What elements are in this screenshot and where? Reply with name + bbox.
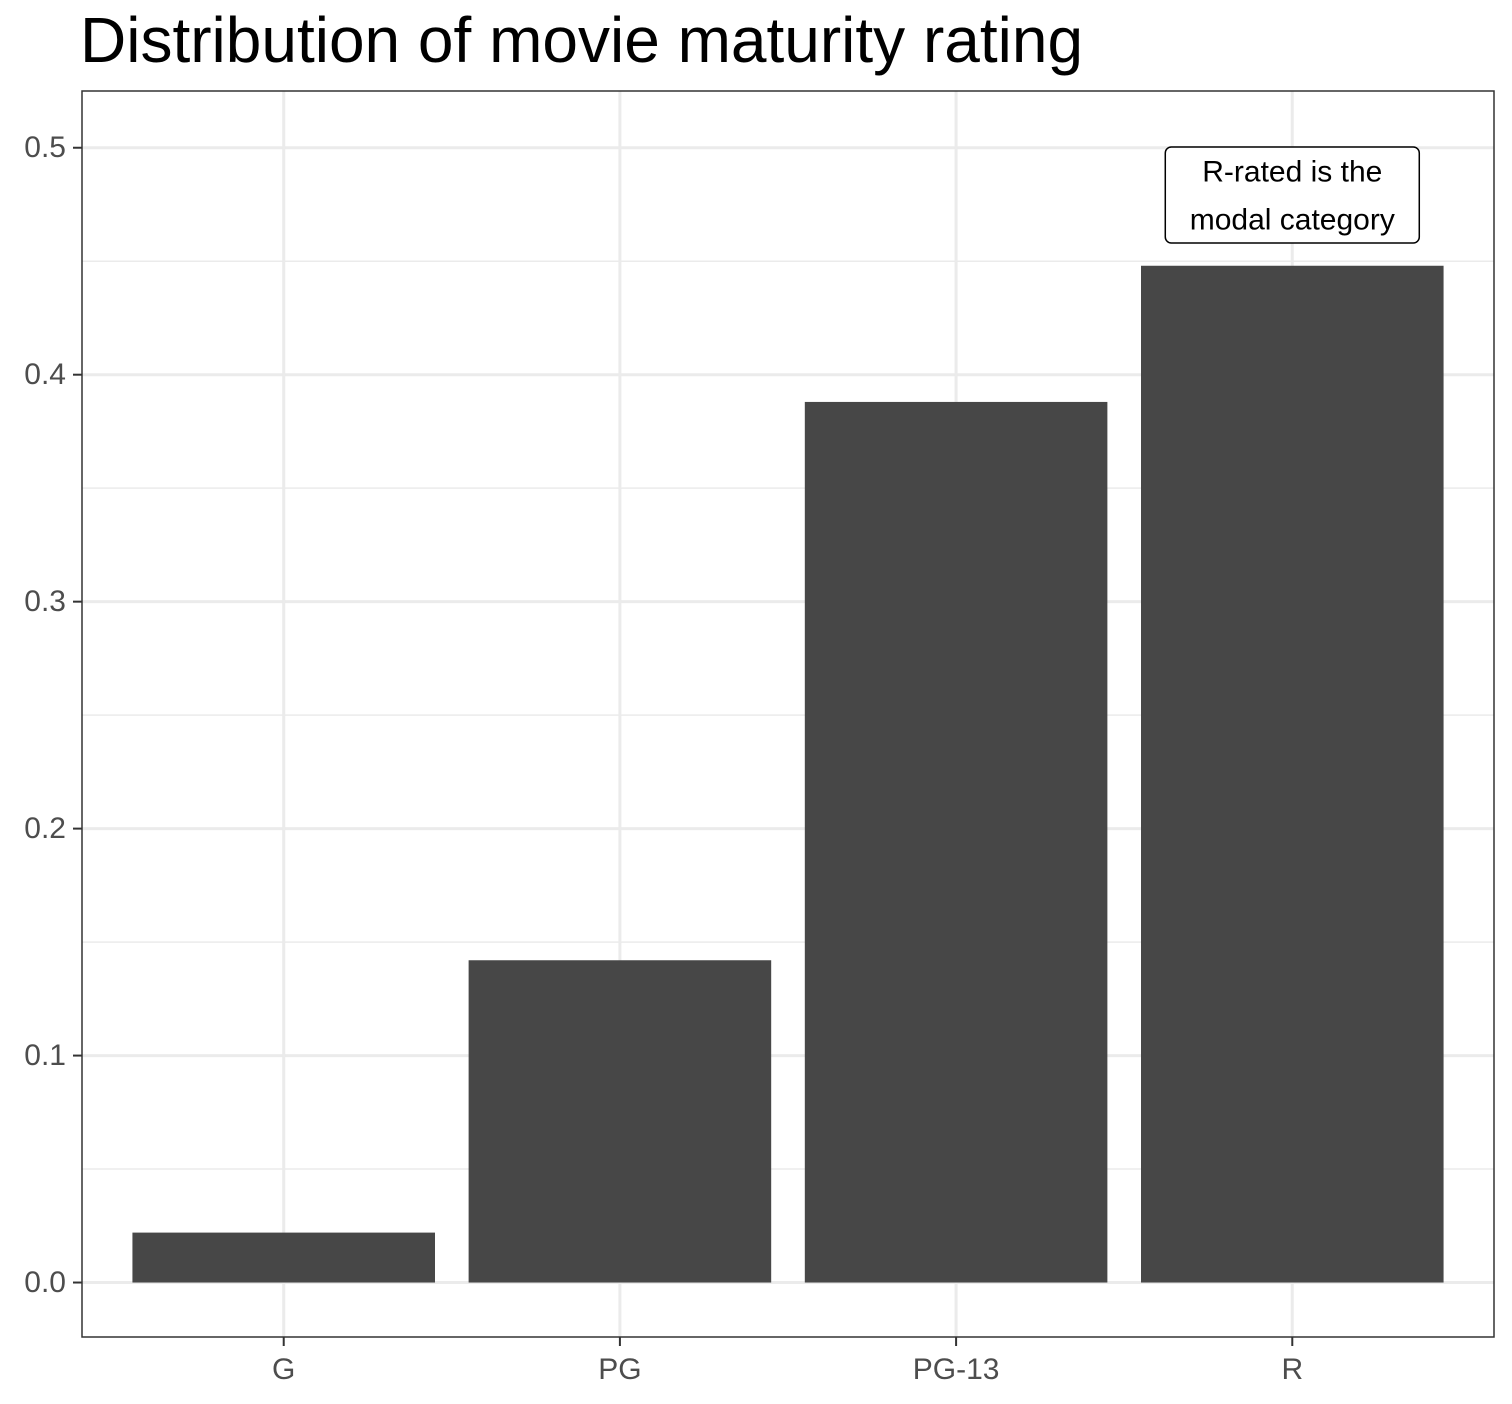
plot-border [81,90,1495,1338]
y-tick-label: 0.1 [24,1039,66,1072]
axes: 0.0 0.1 0.2 0.3 0.4 0.5 G PG PG-13 R [24,131,1303,1386]
y-tick-label: 0.5 [24,131,66,164]
annotation-text-line: R-rated is the [1202,156,1382,189]
bar-r [1141,265,1444,1283]
annotation-text-line: modal category [1190,204,1395,237]
y-tick-label: 0.0 [24,1266,66,1299]
chart-title: Distribution of movie maturity rating [80,4,1084,76]
x-tick-label: G [272,1353,295,1386]
bar-pg [468,960,772,1283]
y-tick-label: 0.2 [24,812,66,845]
bar-pg-13 [804,401,1108,1283]
annotation-box [1164,146,1421,244]
annotation: R-rated is the modal category [1164,146,1421,244]
bars [132,265,1444,1283]
x-tick-label: PG-13 [913,1353,1000,1386]
x-tick-label: R [1281,1353,1303,1386]
bar-g [132,1232,435,1283]
x-tick-label: PG [598,1353,641,1386]
y-tick-label: 0.3 [24,585,66,618]
y-tick-label: 0.4 [24,358,66,391]
